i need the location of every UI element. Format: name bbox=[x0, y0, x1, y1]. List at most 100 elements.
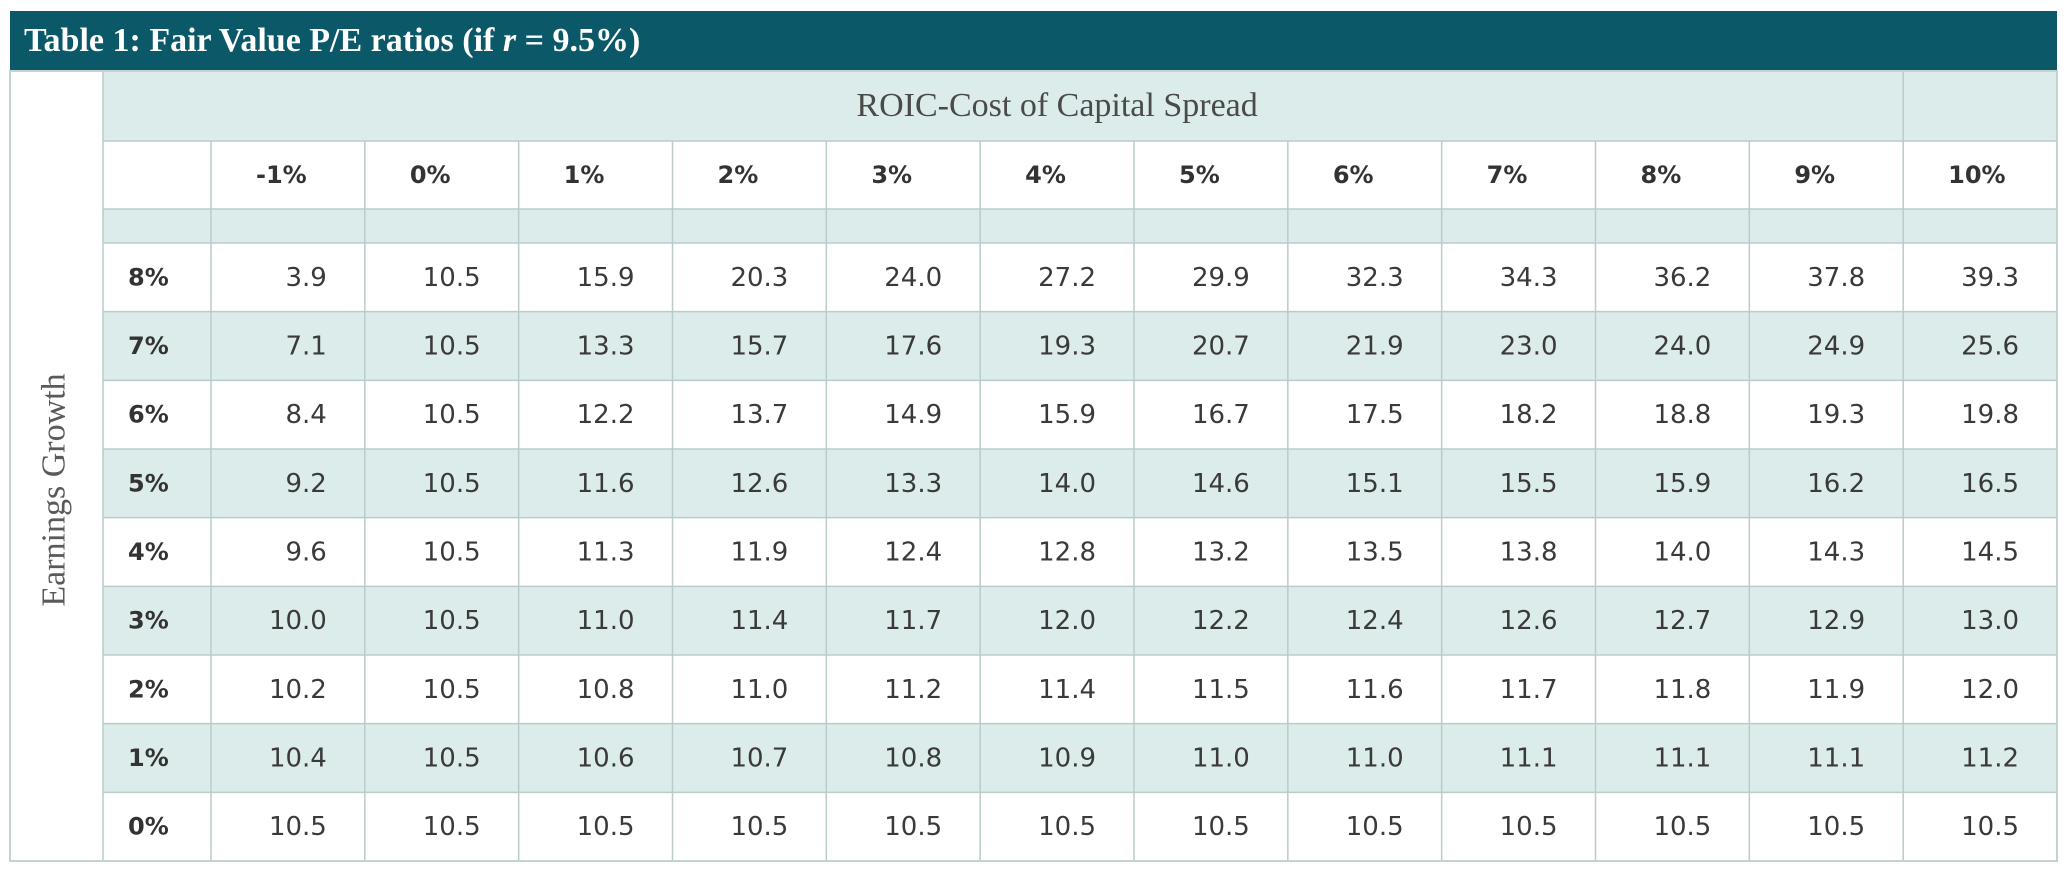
cell-value: 10.5 bbox=[1192, 812, 1250, 842]
cell-value: 14.6 bbox=[1192, 469, 1250, 499]
cell-value: 11.5 bbox=[1192, 675, 1250, 705]
cell-value: 10.5 bbox=[884, 812, 942, 842]
cell-value: 36.2 bbox=[1653, 263, 1711, 293]
cell-value: 20.3 bbox=[730, 263, 788, 293]
cell-value: 15.9 bbox=[577, 263, 635, 293]
cell-value: 11.6 bbox=[577, 469, 635, 499]
cell-value: 12.0 bbox=[1038, 606, 1096, 636]
title-suffix: = 9.5%) bbox=[516, 22, 640, 59]
cell-value: 15.1 bbox=[1346, 469, 1404, 499]
cell-value: 11.7 bbox=[1500, 675, 1558, 705]
cell-value: 9.6 bbox=[285, 538, 326, 568]
cell-value: 37.8 bbox=[1807, 263, 1865, 293]
cell-value: 12.2 bbox=[1192, 606, 1250, 636]
cell-value: 10.5 bbox=[1346, 812, 1404, 842]
column-header: 6% bbox=[1333, 161, 1374, 189]
cell-value: 11.1 bbox=[1653, 744, 1711, 774]
cell-value: 13.3 bbox=[577, 332, 635, 362]
row-shade bbox=[103, 723, 2057, 793]
cell-value: 10.5 bbox=[423, 469, 481, 499]
column-header: 0% bbox=[410, 161, 451, 189]
cell-value: 11.7 bbox=[884, 606, 942, 636]
cell-value: 10.5 bbox=[423, 812, 481, 842]
cell-value: 25.6 bbox=[1961, 332, 2019, 362]
cell-value: 11.9 bbox=[1807, 675, 1865, 705]
cell-value: 17.5 bbox=[1346, 400, 1404, 430]
cell-value: 7.1 bbox=[285, 332, 326, 362]
cell-value: 11.2 bbox=[884, 675, 942, 705]
cell-value: 11.4 bbox=[1038, 675, 1096, 705]
cell-value: 14.3 bbox=[1807, 538, 1865, 568]
cell-value: 15.7 bbox=[730, 332, 788, 362]
row-label: 1% bbox=[128, 744, 169, 772]
row-group-label: Earnings Growth bbox=[35, 373, 72, 606]
cell-value: 13.7 bbox=[730, 400, 788, 430]
cell-value: 20.7 bbox=[1192, 332, 1250, 362]
cell-value: 14.5 bbox=[1961, 538, 2019, 568]
cell-value: 10.8 bbox=[884, 744, 942, 774]
cell-value: 12.6 bbox=[1500, 606, 1558, 636]
cell-value: 10.9 bbox=[1038, 744, 1096, 774]
cell-value: 11.1 bbox=[1500, 744, 1558, 774]
cell-value: 3.9 bbox=[285, 263, 326, 293]
cell-value: 10.6 bbox=[577, 744, 635, 774]
cell-value: 32.3 bbox=[1346, 263, 1404, 293]
cell-value: 10.5 bbox=[423, 332, 481, 362]
cell-value: 10.5 bbox=[577, 812, 635, 842]
spacer-row-bg bbox=[103, 209, 2057, 243]
cell-value: 13.5 bbox=[1346, 538, 1404, 568]
title-prefix: Table 1: Fair Value P/E ratios (if bbox=[24, 22, 503, 59]
cell-value: 11.0 bbox=[577, 606, 635, 636]
cell-value: 10.5 bbox=[1961, 812, 2019, 842]
cell-value: 12.8 bbox=[1038, 538, 1096, 568]
cell-value: 21.9 bbox=[1346, 332, 1404, 362]
cell-value: 13.8 bbox=[1500, 538, 1558, 568]
column-group-label: ROIC-Cost of Capital Spread bbox=[856, 87, 1257, 124]
column-header: 1% bbox=[564, 161, 605, 189]
table-title: Table 1: Fair Value P/E ratios (if r = 9… bbox=[24, 22, 640, 59]
row-shade bbox=[103, 311, 2057, 381]
cell-value: 19.3 bbox=[1038, 332, 1096, 362]
row-shade bbox=[103, 586, 2057, 655]
cell-value: 10.4 bbox=[269, 744, 327, 774]
cell-value: 13.2 bbox=[1192, 538, 1250, 568]
cell-value: 12.2 bbox=[577, 400, 635, 430]
table-border bbox=[9, 70, 2058, 862]
column-header: 5% bbox=[1179, 161, 1220, 189]
cell-value: 16.5 bbox=[1961, 469, 2019, 499]
row-label: 6% bbox=[128, 401, 169, 429]
cell-value: 9.2 bbox=[285, 469, 326, 499]
row-label: 3% bbox=[128, 607, 169, 635]
cell-value: 29.9 bbox=[1192, 263, 1250, 293]
cell-value: 13.0 bbox=[1961, 606, 2019, 636]
cell-value: 10.5 bbox=[423, 263, 481, 293]
cell-value: 10.5 bbox=[423, 675, 481, 705]
row-label: 2% bbox=[128, 675, 169, 703]
cell-value: 23.0 bbox=[1500, 332, 1558, 362]
cell-value: 10.5 bbox=[1653, 812, 1711, 842]
cell-value: 10.5 bbox=[730, 812, 788, 842]
row-label: 7% bbox=[128, 332, 169, 360]
cell-value: 12.7 bbox=[1653, 606, 1711, 636]
cell-value: 10.5 bbox=[1807, 812, 1865, 842]
cell-value: 39.3 bbox=[1961, 263, 2019, 293]
cell-value: 24.0 bbox=[884, 263, 942, 293]
cell-value: 24.9 bbox=[1807, 332, 1865, 362]
cell-value: 10.5 bbox=[1038, 812, 1096, 842]
title-bar bbox=[10, 11, 2057, 71]
column-header: 3% bbox=[871, 161, 912, 189]
cell-value: 11.6 bbox=[1346, 675, 1404, 705]
cell-value: 11.0 bbox=[730, 675, 788, 705]
cell-value: 10.5 bbox=[423, 744, 481, 774]
cell-value: 15.5 bbox=[1500, 469, 1558, 499]
cell-value: 10.5 bbox=[423, 606, 481, 636]
cell-value: 8.4 bbox=[285, 400, 326, 430]
cell-value: 12.4 bbox=[884, 538, 942, 568]
cell-value: 11.2 bbox=[1961, 744, 2019, 774]
cell-value: 12.4 bbox=[1346, 606, 1404, 636]
cell-value: 10.8 bbox=[577, 675, 635, 705]
cell-value: 16.7 bbox=[1192, 400, 1250, 430]
title-variable: r bbox=[503, 22, 517, 59]
row-label: 5% bbox=[128, 469, 169, 497]
